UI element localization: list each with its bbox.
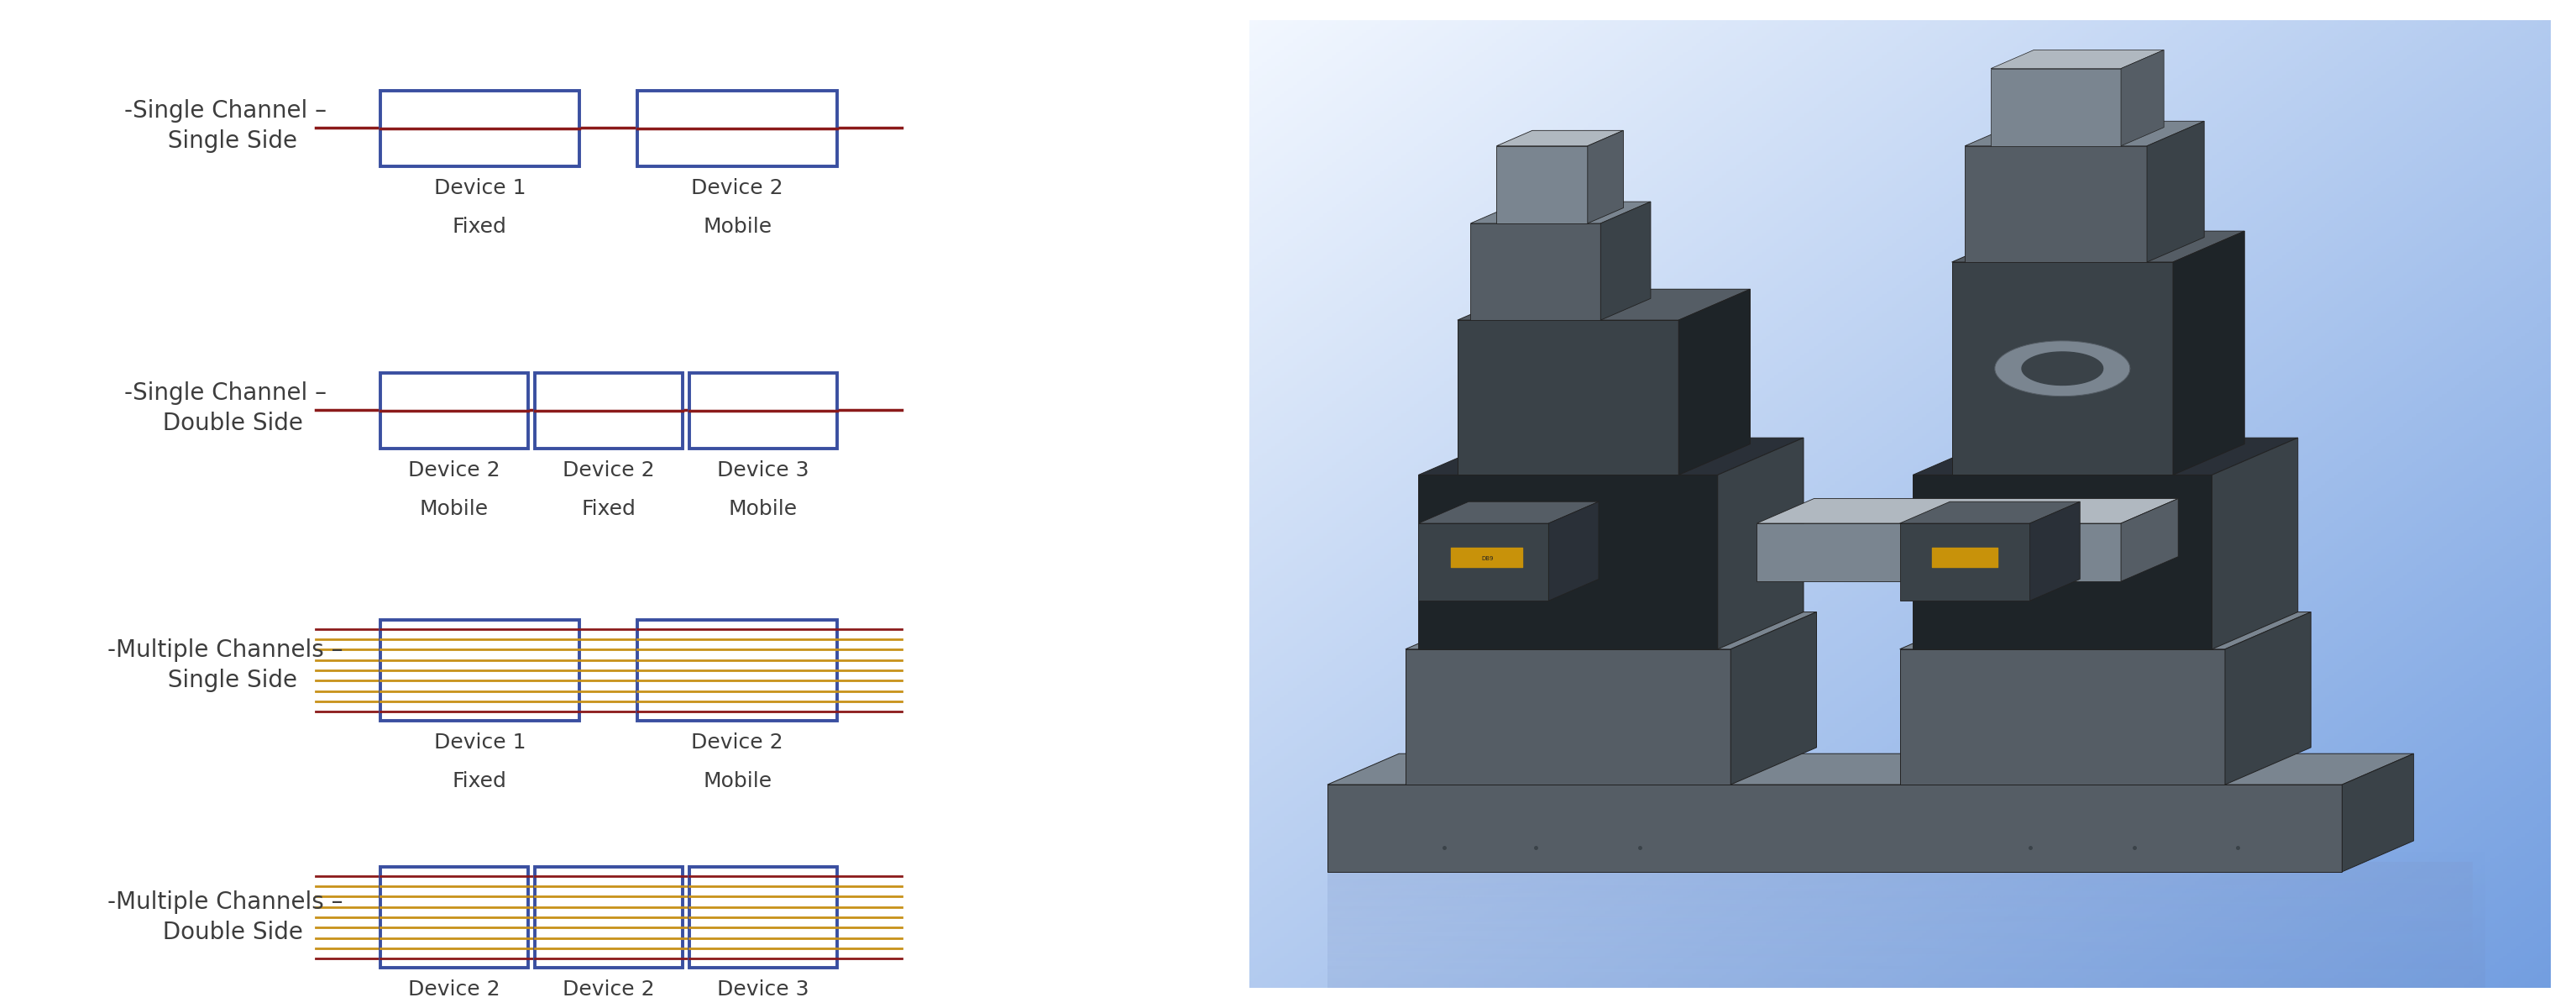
Polygon shape xyxy=(2120,499,2179,582)
Polygon shape xyxy=(1718,437,1803,649)
Polygon shape xyxy=(2022,352,2102,385)
Text: Mobile: Mobile xyxy=(420,499,489,519)
Polygon shape xyxy=(1757,499,2179,523)
Text: Device 2: Device 2 xyxy=(407,980,500,1000)
Polygon shape xyxy=(1757,523,2120,582)
Polygon shape xyxy=(1965,146,2146,262)
Text: Device 1: Device 1 xyxy=(433,733,526,753)
Polygon shape xyxy=(1471,224,1600,321)
Polygon shape xyxy=(1965,121,2205,146)
Text: Device 2: Device 2 xyxy=(562,980,654,1000)
Polygon shape xyxy=(2342,754,2414,872)
Text: Mobile: Mobile xyxy=(703,771,773,791)
Bar xyxy=(639,620,837,721)
Bar xyxy=(381,620,580,721)
Bar xyxy=(639,91,837,166)
Text: Fixed: Fixed xyxy=(453,217,507,237)
Text: Fixed: Fixed xyxy=(453,771,507,791)
Bar xyxy=(690,373,837,449)
Bar xyxy=(381,373,528,449)
Text: Mobile: Mobile xyxy=(703,217,773,237)
Text: Fixed: Fixed xyxy=(582,499,636,519)
Bar xyxy=(690,867,837,968)
Polygon shape xyxy=(1991,50,2164,69)
Text: -Multiple Channels –
  Double Side: -Multiple Channels – Double Side xyxy=(108,890,343,944)
Bar xyxy=(381,91,580,166)
Polygon shape xyxy=(1327,754,2414,784)
Polygon shape xyxy=(1901,612,2311,649)
Polygon shape xyxy=(1994,341,2130,396)
Polygon shape xyxy=(1458,321,1680,475)
Bar xyxy=(690,867,837,968)
Polygon shape xyxy=(1406,649,1731,784)
Polygon shape xyxy=(1548,502,1600,601)
Text: Device 2: Device 2 xyxy=(690,733,783,753)
Text: Device 3: Device 3 xyxy=(716,461,809,481)
Polygon shape xyxy=(1419,437,1803,475)
Text: -Multiple Channels –
  Single Side: -Multiple Channels – Single Side xyxy=(108,638,343,692)
Text: Device 2: Device 2 xyxy=(562,461,654,481)
Text: Device 2: Device 2 xyxy=(690,178,783,199)
Polygon shape xyxy=(2120,50,2164,146)
Polygon shape xyxy=(1731,612,1816,784)
Polygon shape xyxy=(1419,523,1548,601)
Polygon shape xyxy=(1901,523,2030,601)
Polygon shape xyxy=(2174,231,2244,475)
Polygon shape xyxy=(2226,612,2311,784)
Polygon shape xyxy=(1419,502,1600,523)
Bar xyxy=(639,91,837,166)
Text: DB9: DB9 xyxy=(1481,555,1494,560)
Bar xyxy=(381,91,580,166)
Polygon shape xyxy=(1901,649,2226,784)
Polygon shape xyxy=(1458,289,1749,321)
Polygon shape xyxy=(1419,475,1718,649)
Polygon shape xyxy=(1406,612,1816,649)
Polygon shape xyxy=(1953,262,2174,475)
Bar xyxy=(536,373,683,449)
Text: Device 1: Device 1 xyxy=(433,178,526,199)
Polygon shape xyxy=(1587,130,1623,224)
Polygon shape xyxy=(1914,475,2213,649)
Bar xyxy=(381,867,528,968)
Text: Device 3: Device 3 xyxy=(716,980,809,1000)
Polygon shape xyxy=(1914,437,2298,475)
Polygon shape xyxy=(1600,202,1651,321)
Polygon shape xyxy=(1471,202,1651,224)
Polygon shape xyxy=(1680,289,1749,475)
Polygon shape xyxy=(1991,69,2120,146)
Bar xyxy=(536,867,683,968)
Polygon shape xyxy=(1497,130,1623,146)
Polygon shape xyxy=(1953,231,2244,262)
Bar xyxy=(536,373,683,449)
Bar xyxy=(381,620,580,721)
Bar xyxy=(381,373,528,449)
Polygon shape xyxy=(2030,502,2079,601)
Text: Device 2: Device 2 xyxy=(407,461,500,481)
Bar xyxy=(690,373,837,449)
Bar xyxy=(536,867,683,968)
Polygon shape xyxy=(2146,121,2205,262)
Polygon shape xyxy=(1327,784,2342,872)
Bar xyxy=(381,867,528,968)
Text: Mobile: Mobile xyxy=(729,499,799,519)
Text: -Single Channel –
  Double Side: -Single Channel – Double Side xyxy=(124,381,327,435)
Polygon shape xyxy=(2213,437,2298,649)
Polygon shape xyxy=(1901,502,2079,523)
Polygon shape xyxy=(1497,146,1587,224)
Text: -Single Channel –
  Single Side: -Single Channel – Single Side xyxy=(124,99,327,153)
Bar xyxy=(639,620,837,721)
